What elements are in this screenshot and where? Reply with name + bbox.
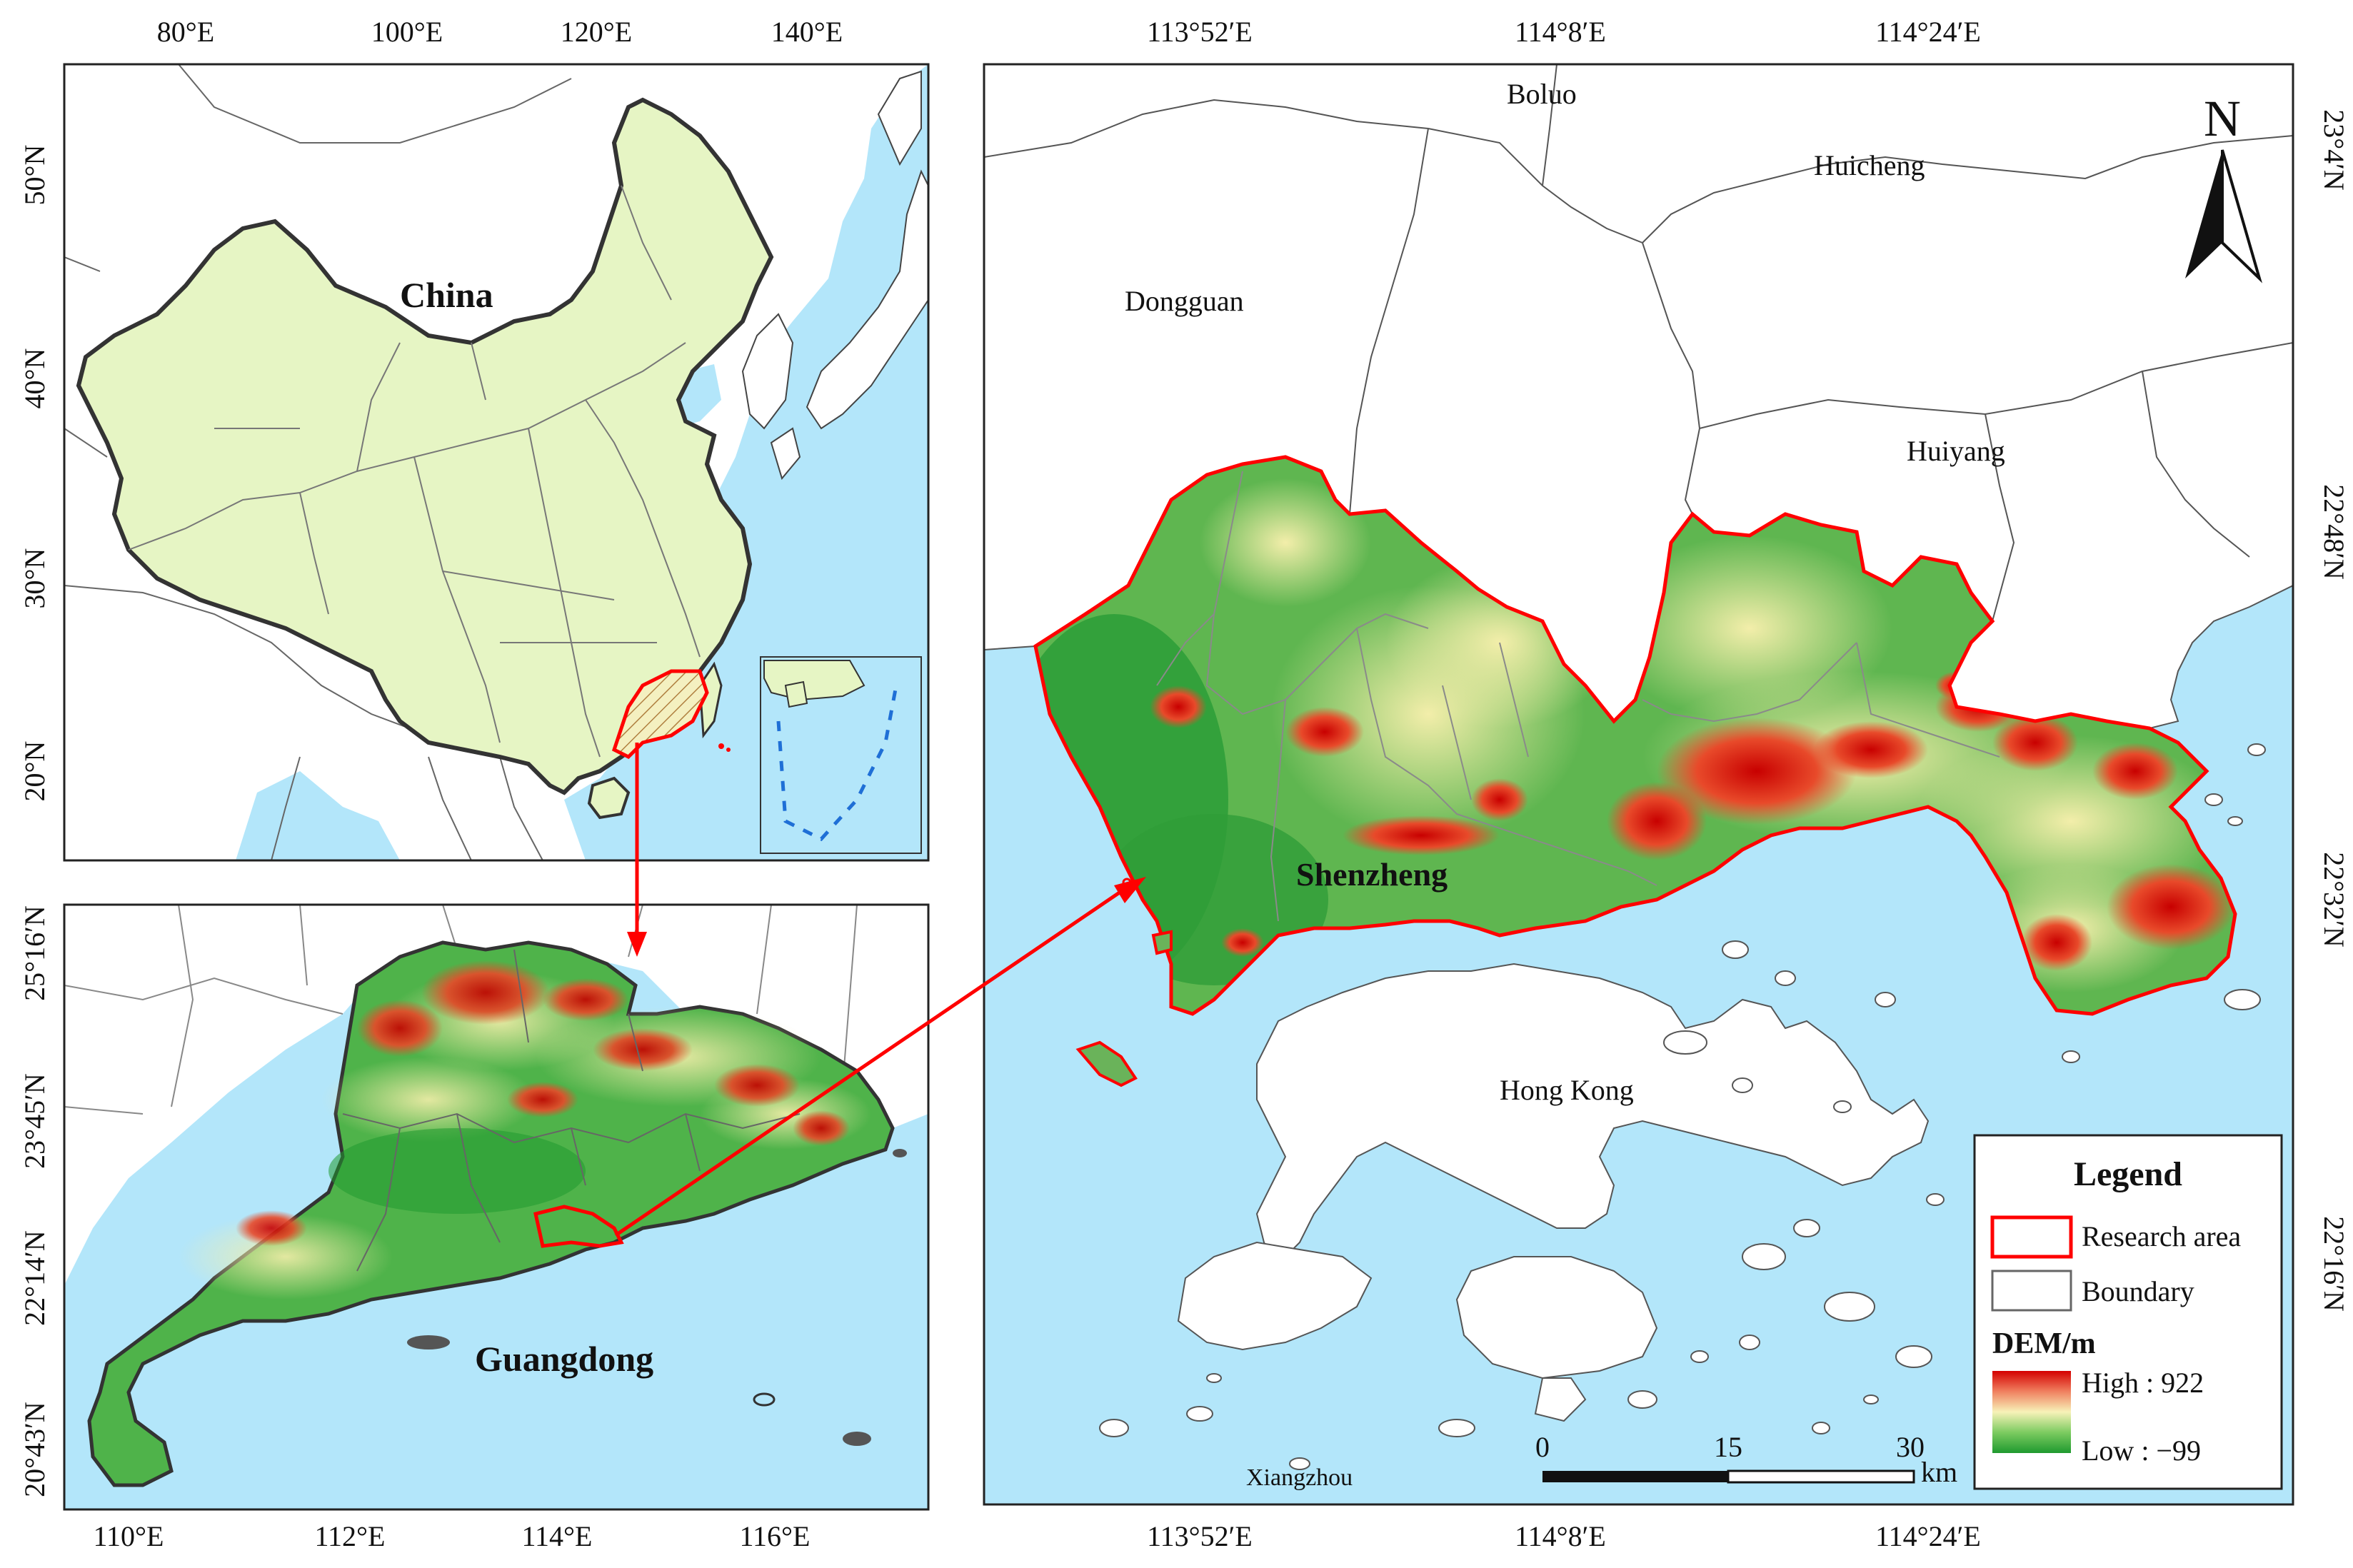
scale-unit: km: [1921, 1456, 1957, 1488]
tick-china-lat-1: 50°N: [19, 145, 51, 206]
tick-china-lon-2: 100°E: [371, 16, 443, 48]
legend-dem-low: Low : −99: [2082, 1434, 2201, 1467]
scale-label-0: 0: [1535, 1431, 1550, 1463]
tick-sz-top-3: 114°24′E: [1875, 16, 1981, 48]
tick-china-lon-1: 80°E: [157, 16, 214, 48]
tick-sz-right-1: 23°4′N: [2318, 109, 2350, 191]
scale-bar: 0 15 30 km: [1535, 1431, 1957, 1488]
label-china: China: [400, 275, 493, 315]
scale-label-15: 15: [1714, 1431, 1742, 1463]
china-landmass: [76, 97, 774, 795]
label-xiangzhou: Xiangzhou: [1246, 1464, 1353, 1491]
tick-sz-top-1: 113°52′E: [1147, 16, 1253, 48]
tick-sz-bottom-1: 113°52′E: [1147, 1520, 1253, 1552]
legend-boundary-label: Boundary: [2082, 1275, 2194, 1307]
tick-sz-bottom-3: 114°24′E: [1875, 1520, 1981, 1552]
legend-title: Legend: [2074, 1155, 2182, 1193]
tick-sz-right-4: 22°16′N: [2318, 1216, 2350, 1312]
tick-china-lon-3: 120°E: [561, 16, 632, 48]
legend: Legend Research area Boundary DEM/m High…: [1973, 1134, 2283, 1490]
research-area-small: [533, 1205, 624, 1248]
connector-arrows: [614, 743, 1146, 1237]
tick-gd-lon-3: 114°E: [522, 1520, 593, 1552]
tick-china-lat-4: 20°N: [19, 741, 51, 802]
tick-china-lat-3: 30°N: [19, 548, 51, 609]
label-huicheng: Huicheng: [1814, 149, 1925, 181]
tick-gd-lon-2: 112°E: [315, 1520, 386, 1552]
label-hong-kong: Hong Kong: [1500, 1074, 1634, 1106]
label-dongguan: Dongguan: [1125, 285, 1244, 317]
research-area-shenzhen: [1033, 455, 2237, 1016]
legend-boundary-swatch: [1991, 1270, 2072, 1312]
tick-china-lon-4: 140°E: [771, 16, 843, 48]
tick-sz-top-2: 114°8′E: [1515, 16, 1606, 48]
label-boluo: Boluo: [1507, 78, 1577, 110]
tick-gd-lat-3: 22°14′N: [19, 1230, 51, 1326]
nine-dash-line: [776, 685, 898, 842]
tick-gd-lat-1: 25°16′N: [19, 905, 51, 1001]
tick-sz-right-3: 22°32′N: [2318, 852, 2350, 948]
legend-dem-high: High : 922: [2082, 1367, 2204, 1399]
north-arrow: N: [2185, 90, 2262, 283]
tick-sz-bottom-2: 114°8′E: [1515, 1520, 1606, 1552]
label-shenzhen: Shenzheng: [1296, 856, 1448, 893]
legend-research-swatch: [1990, 1215, 2073, 1259]
hong-kong-land: [1255, 963, 1930, 1265]
tick-gd-lon-1: 110°E: [94, 1520, 164, 1552]
legend-research-label: Research area: [2082, 1220, 2241, 1252]
tick-china-lat-2: 40°N: [19, 348, 51, 409]
label-huiyang: Huiyang: [1907, 435, 2005, 467]
panel-shenzhen: Boluo Huicheng Dongguan Huiyang Shenzhen…: [983, 16, 2350, 1552]
legend-dem-title: DEM/m: [1992, 1327, 2096, 1360]
legend-dem-ramp: [1992, 1371, 2071, 1453]
tick-gd-lon-4: 116°E: [740, 1520, 811, 1552]
scale-label-30: 30: [1896, 1431, 1925, 1463]
panel-china: China 80°E 100°E 120°E 140°E 50°N 40°N 3…: [19, 16, 930, 862]
north-label: N: [2204, 90, 2241, 147]
panel-guangdong: Guangdong 110°E 112°E 114°E 116°E 25°16′…: [19, 903, 930, 1552]
label-guangdong: Guangdong: [475, 1339, 653, 1379]
tick-gd-lat-4: 20°43′N: [19, 1402, 51, 1497]
tick-gd-lat-2: 23°45′N: [19, 1073, 51, 1169]
tick-sz-right-2: 22°48′N: [2318, 484, 2350, 580]
